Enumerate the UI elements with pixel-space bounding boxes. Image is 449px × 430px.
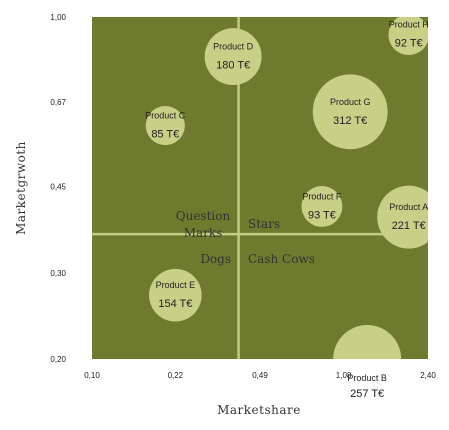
y-tick-label: 0,45 <box>50 183 66 192</box>
bubble-product-a <box>377 185 428 249</box>
bubble-name-product-g: Product G <box>330 97 371 107</box>
x-tick-label: 1,08 <box>336 371 352 380</box>
bubble-name-product-a: Product A <box>389 202 428 212</box>
bubble-product-b <box>333 325 402 359</box>
quadrant-label-question-marks-line2: Marks <box>184 226 223 240</box>
y-tick-label: 0,30 <box>50 269 66 278</box>
bubble-value-product-e: 154 T€ <box>158 298 192 310</box>
bubbles <box>145 17 428 359</box>
bubble-value-product-c: 85 T€ <box>151 129 179 141</box>
x-tick-label: 0,49 <box>252 371 268 380</box>
bubble-name-product-b: Product B <box>347 373 387 383</box>
bubble-product-d <box>204 28 262 86</box>
x-axis-ticks: 0,10 0,22 0,49 1,08 2,40 <box>84 371 436 380</box>
bubble-value-product-a: 221 T€ <box>392 220 426 232</box>
bubble-value-product-f: 93 T€ <box>308 209 336 221</box>
bubble-product-h <box>388 17 428 56</box>
bubble-name-product-e: Product E <box>156 280 196 290</box>
y-tick-label: 1,00 <box>50 13 66 22</box>
y-tick-label: 0,67 <box>50 98 66 107</box>
bubble-name-product-f: Product F <box>302 191 342 201</box>
quadrant-label-dogs: Dogs <box>200 252 231 266</box>
x-tick-label: 2,40 <box>420 371 436 380</box>
quadrant-labels: Question Marks Stars Dogs Cash Cows <box>176 209 315 266</box>
plot-area <box>92 17 428 359</box>
bubble-product-c <box>145 106 185 146</box>
bubble-name-product-h: Product H <box>389 20 429 30</box>
quadrant-label-stars: Stars <box>248 217 280 231</box>
bubble-value-product-d: 180 T€ <box>216 60 250 72</box>
x-tick-label: 0,22 <box>168 371 184 380</box>
bubble-value-product-b: 257 T€ <box>350 388 384 400</box>
y-axis-ticks: 0,20 0,30 0,45 0,67 1,00 <box>50 13 66 364</box>
bubble-product-f <box>301 186 343 227</box>
x-axis-title: Marketshare <box>217 403 301 417</box>
quadrant-label-question-marks-line1: Question <box>176 209 231 223</box>
bubble-value-product-g: 312 T€ <box>333 115 367 127</box>
x-tick-label: 0,10 <box>84 371 100 380</box>
bubble-product-e <box>149 268 202 322</box>
quadrant-label-cash-cows: Cash Cows <box>248 252 315 266</box>
bubble-name-product-d: Product D <box>213 42 254 52</box>
bubble-product-g <box>312 74 388 150</box>
bubble-value-product-h: 92 T€ <box>395 38 423 50</box>
y-axis-title: Marketgrwoth <box>14 141 28 235</box>
bubble-labels: Product A 221 T€ Product B 257 T€ Product C 8… <box>145 20 428 400</box>
bubble-name-product-c: Product C <box>145 111 186 121</box>
y-tick-label: 0,20 <box>50 355 66 364</box>
